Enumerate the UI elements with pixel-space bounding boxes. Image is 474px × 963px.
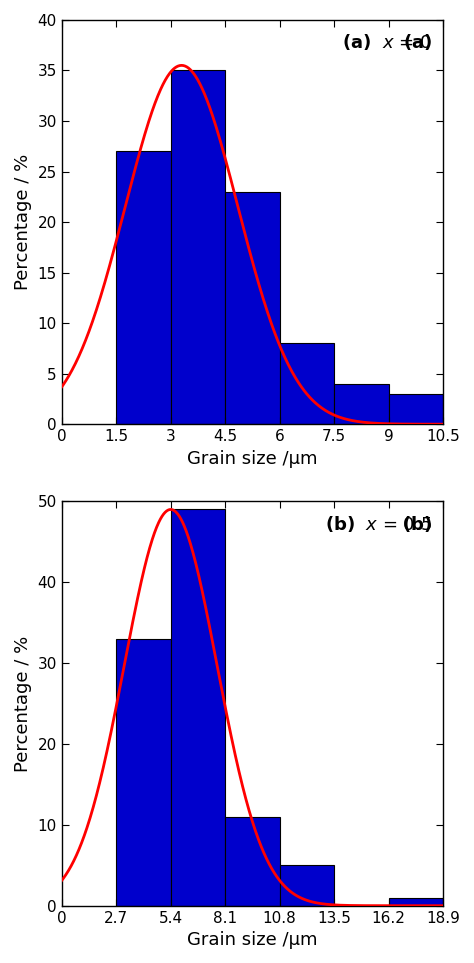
Y-axis label: Percentage / %: Percentage / % bbox=[14, 636, 32, 771]
Bar bbox=[116, 638, 171, 905]
Text: $\bf{(b)}$: $\bf{(b)}$ bbox=[402, 513, 432, 534]
Bar bbox=[116, 151, 171, 424]
X-axis label: Grain size /μm: Grain size /μm bbox=[187, 450, 318, 468]
Bar bbox=[280, 866, 334, 905]
Bar bbox=[225, 192, 280, 424]
Bar bbox=[171, 70, 225, 424]
Bar bbox=[225, 817, 280, 905]
Bar bbox=[389, 394, 443, 424]
Text: $\bf{(b)}$  $\it{x}$ = 0.5: $\bf{(b)}$ $\it{x}$ = 0.5 bbox=[325, 513, 432, 534]
Bar bbox=[334, 384, 389, 424]
Y-axis label: Percentage / %: Percentage / % bbox=[14, 154, 32, 290]
X-axis label: Grain size /μm: Grain size /μm bbox=[187, 931, 318, 950]
Text: $\bf{(a)}$  $\it{x}$ = 0: $\bf{(a)}$ $\it{x}$ = 0 bbox=[342, 32, 432, 52]
Bar bbox=[280, 344, 334, 424]
Bar bbox=[389, 898, 443, 905]
Bar bbox=[171, 509, 225, 905]
Text: $\bf{(a)}$: $\bf{(a)}$ bbox=[402, 32, 432, 52]
